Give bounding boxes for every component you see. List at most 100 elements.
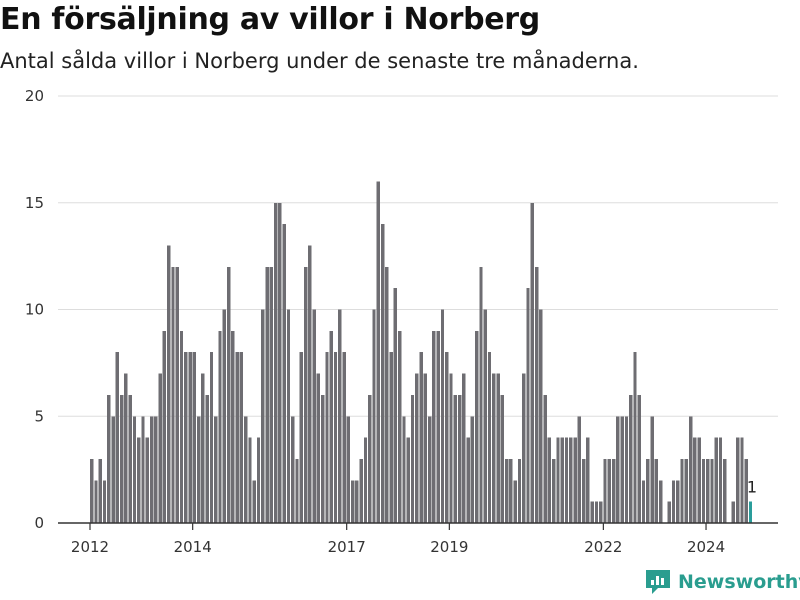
bar: [522, 373, 526, 523]
bar: [462, 373, 466, 523]
bar: [252, 480, 256, 523]
brand-name: Newsworthy: [678, 571, 800, 593]
bar: [226, 266, 231, 523]
bar: [479, 266, 483, 523]
bar: [201, 373, 205, 523]
bar: [398, 330, 402, 523]
bar: [415, 373, 419, 523]
bar: [449, 373, 453, 523]
bar: [162, 330, 167, 523]
bar: [295, 458, 299, 523]
bar: [539, 309, 543, 523]
bar: [291, 416, 295, 523]
bar: [261, 309, 265, 523]
bar: [504, 458, 509, 523]
bar: [359, 458, 363, 523]
bar: [603, 458, 607, 523]
y-tick-label: 20: [25, 87, 44, 105]
bar: [316, 373, 321, 523]
bar: [475, 330, 479, 523]
bar: [154, 416, 158, 523]
bar: [671, 480, 676, 523]
bar: [342, 352, 346, 523]
bar: [427, 416, 432, 523]
bar: [167, 245, 171, 523]
bar: [500, 394, 505, 523]
bar: [94, 480, 98, 523]
bar: [590, 501, 594, 523]
bar: [419, 352, 423, 523]
bar: [273, 202, 278, 523]
bar: [701, 458, 706, 523]
bar: [128, 394, 132, 523]
x-tick-label: 2012: [71, 538, 109, 556]
bar: [389, 352, 393, 523]
bar: [714, 437, 718, 523]
bar: [333, 352, 338, 523]
bar: [432, 330, 436, 523]
bar: [188, 352, 192, 523]
bar: [325, 352, 329, 523]
bar: [517, 458, 522, 523]
bar: [599, 501, 603, 523]
bar: [731, 501, 736, 523]
bar: [410, 394, 415, 523]
bar: [552, 458, 556, 523]
bar: [556, 437, 560, 523]
bar: [624, 416, 629, 523]
bar: [231, 330, 235, 523]
bar: [248, 437, 252, 523]
bar: [710, 458, 714, 523]
bar: [368, 394, 372, 523]
bar: [132, 416, 137, 523]
bar: [299, 352, 303, 523]
bar: [466, 437, 470, 523]
bar: [706, 458, 710, 523]
y-tick-label: 15: [25, 194, 44, 212]
bar: [513, 480, 517, 523]
bar: [641, 480, 646, 523]
bar: [492, 373, 496, 523]
bar: [440, 309, 445, 523]
bar: [633, 352, 637, 523]
bar: [402, 416, 406, 523]
bar: [329, 330, 333, 523]
bar: [265, 266, 269, 523]
bar: [616, 416, 620, 523]
bar: [145, 437, 149, 523]
bar: [235, 352, 239, 523]
bar: [607, 458, 612, 523]
bar: [137, 437, 141, 523]
x-tick-label: 2022: [584, 538, 622, 556]
bar: [124, 373, 128, 523]
bar: [676, 480, 680, 523]
x-tick-label: 2024: [687, 538, 725, 556]
bar: [350, 480, 355, 523]
bar: [380, 224, 385, 523]
bar: [423, 373, 428, 523]
bar: [646, 458, 650, 523]
bar: [744, 458, 748, 523]
latest-value-label: 1: [747, 478, 757, 497]
bar: [171, 266, 175, 523]
bar: [740, 437, 744, 523]
bar: [654, 458, 659, 523]
bar: [321, 394, 325, 523]
bar: [620, 416, 624, 523]
x-tick-label: 2014: [174, 538, 212, 556]
newsworthy-logo-icon: [646, 570, 670, 594]
bar: [436, 330, 440, 523]
bar: [586, 437, 590, 523]
bar: [346, 416, 351, 523]
bar: [684, 458, 689, 523]
bar: [179, 330, 184, 523]
bar: [119, 394, 124, 523]
y-tick-label: 5: [34, 407, 44, 425]
bar: [196, 416, 201, 523]
bar: [175, 266, 179, 523]
bar: [214, 416, 218, 523]
bar: [363, 437, 368, 523]
bar: [107, 394, 111, 523]
bar: [338, 309, 342, 523]
bar: [376, 181, 381, 523]
